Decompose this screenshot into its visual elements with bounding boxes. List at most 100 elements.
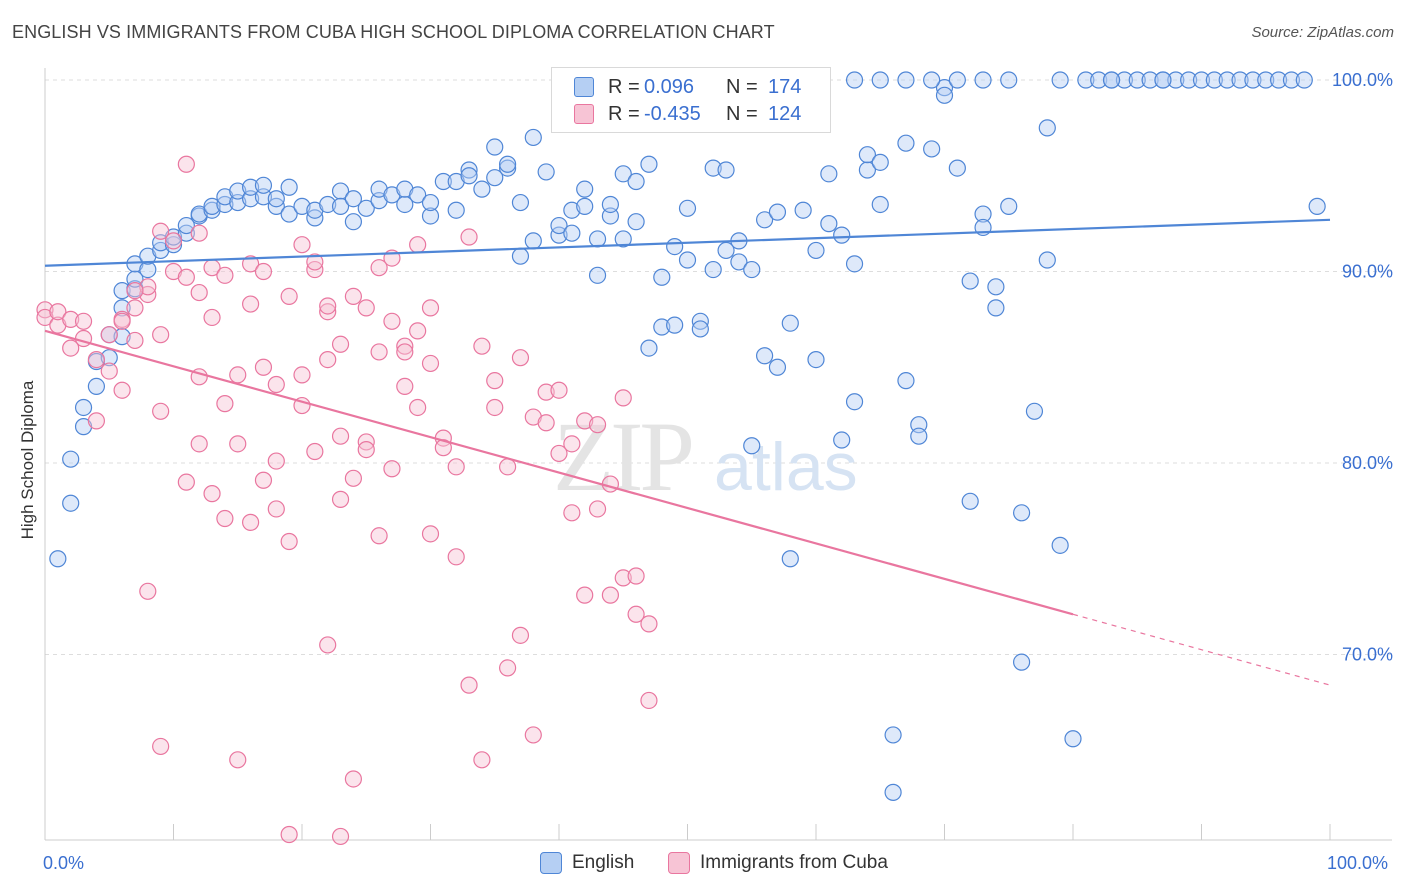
- english-point: [1128, 71, 1146, 89]
- english-point: [1012, 653, 1031, 671]
- y-tick-label: 70.0%: [1342, 645, 1393, 665]
- cuba-point: [254, 471, 273, 489]
- english-point: [717, 161, 735, 179]
- english-point: [331, 182, 350, 200]
- english-point: [1012, 504, 1031, 522]
- english-point: [524, 232, 542, 250]
- legend-item-english[interactable]: English: [540, 852, 634, 874]
- english-point: [421, 193, 440, 212]
- cuba-point: [460, 228, 478, 246]
- english-point: [614, 230, 632, 248]
- x-tick-label-min: 0.0%: [43, 853, 85, 873]
- english-point: [229, 182, 247, 200]
- cuba-point: [87, 412, 106, 430]
- english-point: [486, 169, 504, 187]
- r-value: -0.435: [644, 102, 701, 125]
- english-point: [666, 238, 684, 256]
- cuba-point: [537, 414, 555, 432]
- cuba-point: [563, 504, 581, 522]
- english-point: [781, 550, 799, 568]
- english-point: [1038, 251, 1056, 269]
- english-point: [62, 494, 80, 512]
- english-point: [1141, 71, 1159, 89]
- cuba-point: [319, 303, 337, 321]
- english-point: [627, 213, 645, 231]
- english-point: [49, 550, 67, 568]
- cuba-point: [396, 377, 414, 395]
- cuba-point: [280, 532, 298, 551]
- english-point: [755, 211, 774, 229]
- cuba-point: [152, 402, 170, 420]
- english-point: [1038, 119, 1056, 137]
- english-point: [807, 241, 825, 260]
- english-point: [820, 165, 838, 183]
- english-point: [396, 195, 414, 214]
- english-point: [113, 328, 131, 346]
- cuba-point: [139, 278, 157, 296]
- cuba-point: [601, 586, 620, 604]
- cuba-point: [409, 236, 427, 254]
- cuba-point: [229, 435, 247, 453]
- cuba-point: [216, 395, 234, 413]
- cuba-point: [331, 427, 350, 445]
- english-legend-swatch: [540, 852, 562, 874]
- cuba-point: [267, 500, 285, 518]
- legend-item-cuba[interactable]: Immigrants from Cuba: [668, 852, 888, 874]
- cuba-point: [280, 287, 298, 305]
- english-point: [1064, 730, 1082, 748]
- cuba-point: [473, 751, 491, 769]
- english-point: [845, 71, 864, 89]
- english-point: [421, 207, 440, 225]
- watermark-zip: ZIP: [553, 401, 691, 512]
- english-point: [768, 358, 787, 376]
- english-point: [897, 372, 915, 390]
- cuba-point: [357, 440, 375, 459]
- cuba-point: [293, 236, 311, 254]
- english-point: [1205, 71, 1223, 89]
- cuba-point: [537, 383, 555, 401]
- english-point: [550, 216, 568, 235]
- cuba-point: [640, 615, 658, 633]
- english-point: [666, 316, 684, 334]
- english-point: [409, 186, 427, 204]
- stats-legend: R = 0.096 N = 174 R = -0.435 N = 124: [551, 67, 831, 133]
- english-point: [357, 199, 375, 217]
- english-point: [460, 161, 478, 179]
- english-point: [1000, 197, 1018, 215]
- cuba-point: [62, 310, 80, 328]
- r-value: 0.096: [644, 75, 695, 98]
- english-trend-line: [44, 218, 1331, 267]
- english-point: [974, 205, 992, 223]
- english-point: [653, 318, 671, 336]
- english-point: [331, 197, 350, 215]
- english-point: [1269, 71, 1288, 89]
- cuba-point: [254, 262, 273, 281]
- cuba-point: [319, 636, 337, 654]
- english-point: [704, 159, 722, 177]
- source-credit: Source: ZipAtlas.com: [1251, 24, 1394, 41]
- stats-row-cuba: R = -0.435 N = 124: [574, 101, 801, 127]
- cuba-point: [396, 337, 414, 355]
- cuba-point: [242, 295, 260, 313]
- english-point: [319, 195, 337, 214]
- english-point: [768, 203, 787, 221]
- english-point: [743, 260, 761, 279]
- english-point: [627, 172, 645, 191]
- english-point: [845, 255, 864, 273]
- cuba-point: [267, 452, 285, 470]
- cuba-point: [550, 381, 568, 399]
- cuba-point: [319, 297, 337, 315]
- cuba-point: [229, 751, 247, 769]
- cuba-point: [563, 435, 581, 453]
- cuba-point: [126, 299, 144, 317]
- english-point: [550, 226, 568, 244]
- english-point: [1257, 71, 1275, 89]
- cuba-point: [421, 354, 440, 373]
- english-point: [473, 180, 491, 198]
- cuba-point: [62, 339, 80, 357]
- cuba-point: [113, 381, 131, 399]
- english-point: [576, 180, 594, 198]
- english-point: [1218, 71, 1236, 89]
- english-point: [563, 201, 581, 219]
- english-point: [948, 71, 966, 89]
